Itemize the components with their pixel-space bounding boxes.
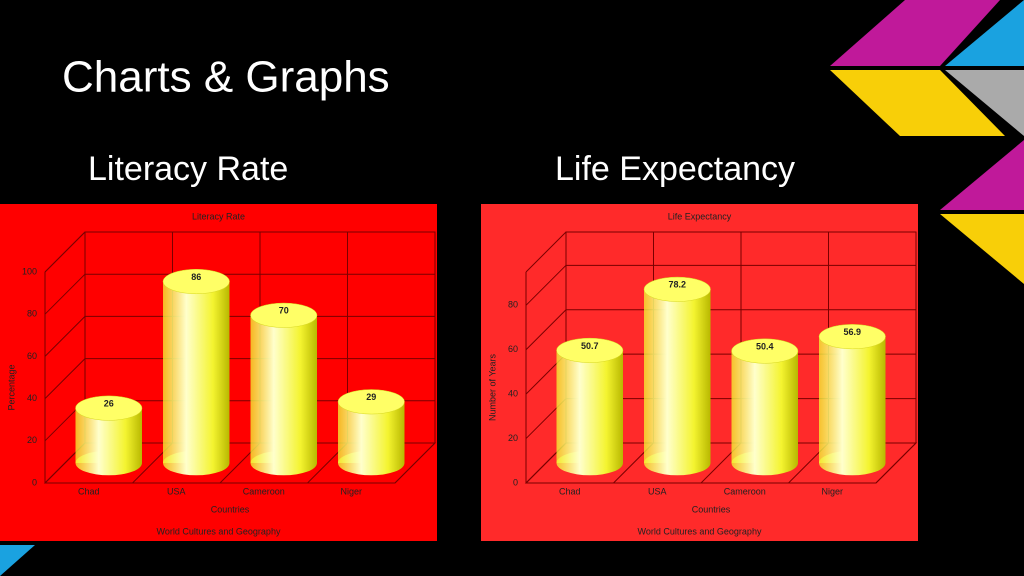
x-tick-label: Cameroon xyxy=(243,486,285,496)
value-label: 50.7 xyxy=(581,341,599,351)
bar xyxy=(819,336,886,463)
side-edge xyxy=(525,231,567,273)
y-tick-label: 80 xyxy=(27,309,37,319)
cylinder-top xyxy=(75,395,143,421)
bar xyxy=(731,351,798,463)
cylinder-top xyxy=(337,389,405,415)
x-grid-line xyxy=(875,442,917,484)
cylinder-top xyxy=(250,302,318,328)
y-tick-label: 0 xyxy=(32,477,37,487)
y-tick-label: 40 xyxy=(27,393,37,403)
cylinder-top xyxy=(731,338,799,364)
slide-title: Charts & Graphs xyxy=(62,53,390,102)
y-tick-label: 40 xyxy=(508,389,518,399)
x-tick-label: USA xyxy=(167,486,186,496)
value-label: 56.9 xyxy=(843,327,861,337)
x-tick-label: Chad xyxy=(78,486,100,496)
bar xyxy=(250,315,317,463)
value-label: 26 xyxy=(104,399,114,409)
chart-footer: World Cultures and Geography xyxy=(157,526,281,536)
y-axis-label: Number of Years xyxy=(487,353,497,421)
x-grid-line xyxy=(394,442,436,484)
value-label: 50.4 xyxy=(756,341,774,351)
y-axis-label: Percentage xyxy=(6,364,16,410)
y-tick-label: 100 xyxy=(22,266,37,276)
chart-footer: World Cultures and Geography xyxy=(638,526,762,536)
grid-line xyxy=(44,273,86,315)
bar xyxy=(644,289,711,463)
value-label: 70 xyxy=(279,306,289,316)
cylinder-top xyxy=(556,337,624,363)
chart-title: Life Expectancy xyxy=(668,211,732,221)
y-tick-label: 20 xyxy=(27,435,37,445)
x-tick-label: USA xyxy=(648,486,667,496)
y-tick-label: 60 xyxy=(508,344,518,354)
bar xyxy=(163,281,230,463)
x-tick-label: Cameroon xyxy=(724,486,766,496)
x-axis-label: Countries xyxy=(692,504,731,514)
chart-heading: Literacy Rate xyxy=(88,150,288,188)
cylinder-top xyxy=(162,269,230,295)
y-tick-label: 20 xyxy=(508,433,518,443)
grid-line xyxy=(44,316,86,357)
chart-title: Literacy Rate xyxy=(192,211,245,221)
bar xyxy=(556,350,623,463)
y-tick-label: 0 xyxy=(513,477,518,487)
value-label: 78.2 xyxy=(668,280,686,290)
grid-line xyxy=(44,358,86,399)
value-label: 29 xyxy=(366,392,376,402)
chart-heading: Life Expectancy xyxy=(555,150,795,188)
grid-line xyxy=(525,264,567,306)
chart: Literacy Rate World Cultures and Geograph… xyxy=(0,204,437,541)
x-tick-label: Chad xyxy=(559,486,581,496)
grid-line xyxy=(525,309,567,351)
x-tick-label: Niger xyxy=(821,486,843,496)
value-label: 86 xyxy=(191,272,201,282)
chart: Life Expectancy World Cultures and Geogra… xyxy=(481,204,918,541)
x-tick-label: Niger xyxy=(340,486,362,496)
y-tick-label: 60 xyxy=(27,351,37,361)
grid-line xyxy=(44,231,86,273)
y-tick-label: 80 xyxy=(508,300,518,310)
x-axis-label: Countries xyxy=(211,504,250,514)
cylinder-top xyxy=(643,276,711,302)
cylinder-top xyxy=(818,324,886,350)
